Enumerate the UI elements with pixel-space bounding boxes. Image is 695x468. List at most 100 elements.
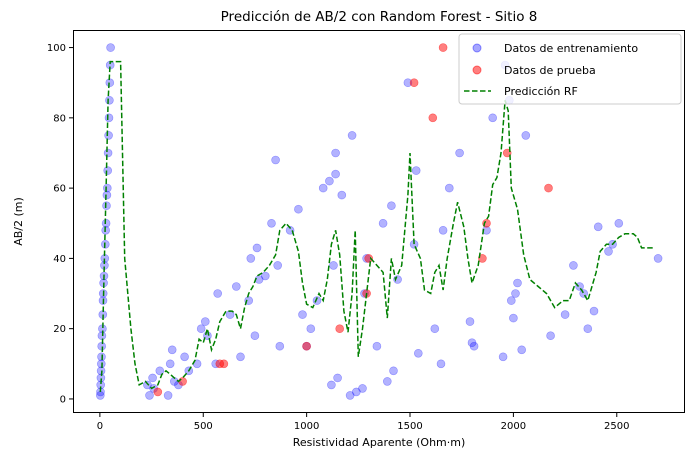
training-point — [506, 296, 516, 305]
legend-label-training: Datos de entrenamiento — [504, 42, 638, 55]
y-tick-label: 20 — [53, 324, 66, 335]
training-point — [196, 324, 206, 334]
training-point — [329, 261, 338, 270]
training-point — [569, 261, 578, 270]
training-point — [143, 380, 152, 390]
training-point — [351, 387, 361, 397]
training-point — [438, 226, 448, 235]
training-point — [604, 247, 613, 256]
training-points-group — [96, 43, 663, 400]
training-point — [250, 331, 260, 341]
test-point — [178, 377, 187, 386]
training-point — [513, 278, 522, 288]
training-point — [331, 148, 340, 158]
x-tick-label: 1500 — [397, 421, 422, 432]
training-point — [560, 310, 570, 319]
x-tick-label: 2500 — [604, 421, 629, 432]
training-point — [436, 359, 446, 369]
training-point — [201, 317, 210, 326]
training-point — [372, 341, 382, 351]
training-point — [260, 271, 270, 281]
training-point — [180, 352, 189, 362]
training-point — [318, 183, 328, 193]
training-point — [102, 190, 112, 200]
training-point — [275, 341, 285, 351]
training-point — [469, 341, 479, 351]
chart-title: Predicción de AB/2 con Random Forest - S… — [221, 9, 538, 25]
legend-marker-test — [472, 65, 482, 75]
training-point — [444, 183, 454, 193]
training-point — [430, 324, 440, 334]
test-point — [219, 359, 229, 369]
y-tick-label: 80 — [53, 113, 66, 124]
training-point — [232, 282, 241, 291]
training-point — [106, 43, 115, 52]
training-point — [167, 345, 177, 355]
training-point — [455, 148, 464, 158]
training-point — [345, 391, 355, 400]
legend-box — [458, 33, 682, 105]
legend-marker-training — [472, 43, 482, 53]
training-point — [271, 155, 280, 165]
training-point — [333, 373, 342, 383]
prediction-line — [99, 60, 654, 392]
training-point — [165, 359, 175, 369]
training-point — [589, 306, 599, 316]
training-point — [593, 222, 603, 232]
plot-frame — [73, 30, 685, 413]
training-point — [163, 391, 173, 400]
training-point — [331, 169, 340, 179]
training-point — [521, 131, 531, 140]
training-point — [465, 317, 475, 326]
training-point — [103, 166, 112, 175]
test-point — [302, 341, 311, 351]
training-point — [267, 219, 276, 228]
training-point — [498, 352, 508, 362]
y-axis-label: AB/2 (m) — [12, 197, 25, 246]
training-point — [246, 254, 256, 263]
test-point — [478, 254, 487, 263]
training-point — [327, 380, 336, 390]
training-point — [312, 296, 322, 305]
training-point — [347, 131, 357, 140]
test-point — [153, 387, 163, 397]
x-axis: 0 500 1000 1500 2000 2500 — [97, 413, 629, 432]
training-point — [102, 201, 111, 210]
training-point — [101, 219, 111, 228]
x-tick-label: 0 — [97, 421, 103, 432]
y-tick-label: 0 — [60, 394, 66, 405]
training-point — [273, 261, 283, 270]
y-tick-label: 100 — [47, 43, 66, 54]
test-point — [409, 78, 419, 87]
training-point — [583, 324, 593, 334]
training-point — [213, 289, 222, 298]
training-point — [103, 148, 113, 158]
y-tick-label: 40 — [53, 254, 66, 265]
training-point — [413, 348, 423, 358]
test-point — [364, 254, 374, 263]
training-point — [467, 338, 477, 348]
training-point — [579, 289, 589, 298]
training-point — [306, 324, 316, 334]
training-point — [614, 219, 624, 228]
legend-label-prediction: Predicción RF — [504, 85, 578, 98]
training-point — [411, 166, 421, 175]
training-point — [358, 384, 367, 393]
training-point — [517, 345, 527, 355]
training-point — [387, 201, 396, 210]
y-axis: 0 20 40 60 80 100 — [47, 43, 73, 405]
legend-label-test: Datos de prueba — [504, 64, 596, 77]
x-tick-label: 2000 — [501, 421, 526, 432]
test-point — [335, 324, 345, 334]
training-point — [337, 190, 347, 200]
training-point — [389, 366, 398, 376]
training-point — [252, 243, 262, 253]
training-point — [325, 176, 334, 186]
training-point — [378, 219, 388, 228]
training-point — [294, 204, 303, 214]
y-tick-label: 60 — [53, 184, 66, 195]
training-point — [155, 366, 165, 376]
training-point — [298, 310, 307, 319]
test-point — [438, 43, 448, 52]
